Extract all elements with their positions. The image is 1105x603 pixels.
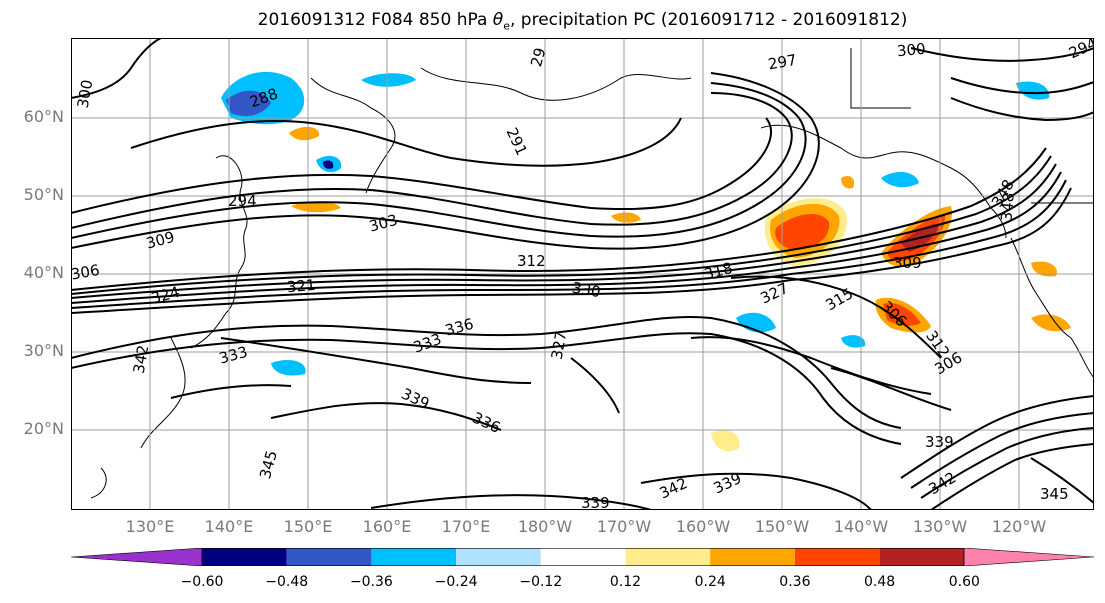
lon-label: 160°W bbox=[675, 517, 731, 536]
contour-label: 342 bbox=[130, 344, 153, 375]
map-title: 2016091312 F084 850 hPa θe, precipitatio… bbox=[257, 10, 908, 33]
precip-negative-area bbox=[361, 73, 416, 87]
precip-positive-area bbox=[841, 176, 855, 189]
precip-positive-area bbox=[775, 214, 830, 250]
lon-label: 130°W bbox=[912, 517, 968, 536]
contour-label: 29 bbox=[527, 46, 549, 69]
contour-label: 306 bbox=[71, 261, 101, 284]
precip-negative-area bbox=[226, 90, 271, 116]
colorbar-tick-label: 0.24 bbox=[694, 574, 726, 590]
precip-negative-area bbox=[841, 335, 866, 348]
colorbar-segment bbox=[879, 548, 965, 566]
lon-label: 180°W bbox=[517, 517, 573, 536]
precip-negative-area bbox=[323, 160, 334, 169]
colorbar-tick-label: 0.12 bbox=[609, 574, 642, 590]
colorbar-segment bbox=[371, 548, 457, 566]
colorbar-tick-label: −0.36 bbox=[349, 574, 393, 590]
colorbar-tick-label: −0.24 bbox=[434, 574, 478, 590]
lon-label: 160°E bbox=[362, 517, 412, 536]
contour-label: 330 bbox=[571, 279, 602, 302]
contour-label: 312 bbox=[517, 252, 546, 270]
colorbar-tick-label: 0.36 bbox=[779, 574, 811, 590]
lat-label: 30°N bbox=[23, 341, 64, 360]
contour-label: 294 bbox=[228, 192, 257, 210]
contour-label: 348 bbox=[997, 192, 1017, 222]
colorbar-tick-label: −0.60 bbox=[180, 574, 224, 590]
lon-label: 170°W bbox=[596, 517, 652, 536]
map-frame bbox=[71, 38, 1094, 510]
contour-label: 339 bbox=[925, 433, 954, 451]
lon-label: 140°W bbox=[833, 517, 889, 536]
contour-label: 300 bbox=[896, 40, 926, 60]
colorbar-segment bbox=[710, 548, 795, 566]
lon-label: 120°W bbox=[991, 517, 1047, 536]
colorbar-tick-label: 0.48 bbox=[864, 574, 896, 590]
colorbar-segment bbox=[794, 548, 880, 566]
contour-label: 297 bbox=[767, 51, 798, 74]
precip-positive-area bbox=[711, 430, 740, 452]
lat-label: 20°N bbox=[23, 419, 64, 438]
precip-negative-area bbox=[271, 360, 306, 376]
lat-label: 50°N bbox=[23, 185, 64, 204]
lon-label: 150°E bbox=[283, 517, 333, 536]
precip-negative-area bbox=[881, 171, 919, 188]
colorbar-segment bbox=[625, 548, 711, 566]
contour-label: 300 bbox=[74, 78, 97, 109]
colorbar-segment bbox=[202, 548, 287, 566]
contour-label: 327 bbox=[548, 330, 571, 361]
precip-positive-area bbox=[1031, 314, 1071, 332]
precip-positive-area bbox=[291, 201, 341, 213]
lat-label: 40°N bbox=[23, 263, 64, 282]
colorbar-tick-label: 0.60 bbox=[948, 574, 980, 590]
lon-label: 140°E bbox=[204, 517, 254, 536]
colorbar-extend-low bbox=[71, 548, 203, 566]
precip-negative-area bbox=[1016, 81, 1050, 100]
precip-positive-area bbox=[289, 126, 320, 141]
contour-label: 309 bbox=[893, 254, 922, 272]
map-panel: 300 288 29 291 297 300 294 294 303 309 3… bbox=[71, 38, 1094, 510]
colorbar-segment bbox=[456, 548, 541, 566]
precip-positive-area bbox=[611, 212, 641, 223]
theta-e-contours bbox=[71, 38, 1094, 510]
contour-label: 339 bbox=[581, 494, 610, 510]
lat-label: 60°N bbox=[23, 107, 64, 126]
colorbar-extend-high bbox=[963, 548, 1094, 566]
precip-positive-area bbox=[1031, 261, 1057, 277]
contour-label: 345 bbox=[1040, 485, 1069, 503]
lon-label: 150°W bbox=[754, 517, 810, 536]
contour-label: 321 bbox=[286, 276, 316, 296]
colorbar-segment bbox=[540, 548, 626, 566]
precip-positive-area bbox=[883, 302, 921, 326]
lon-label: 130°E bbox=[125, 517, 175, 536]
colorbar-tick-label: −0.48 bbox=[265, 574, 309, 590]
colorbar-segment bbox=[286, 548, 372, 566]
lon-label: 170°E bbox=[441, 517, 491, 536]
colorbar bbox=[71, 548, 1094, 566]
colorbar-tick-label: −0.12 bbox=[519, 574, 563, 590]
